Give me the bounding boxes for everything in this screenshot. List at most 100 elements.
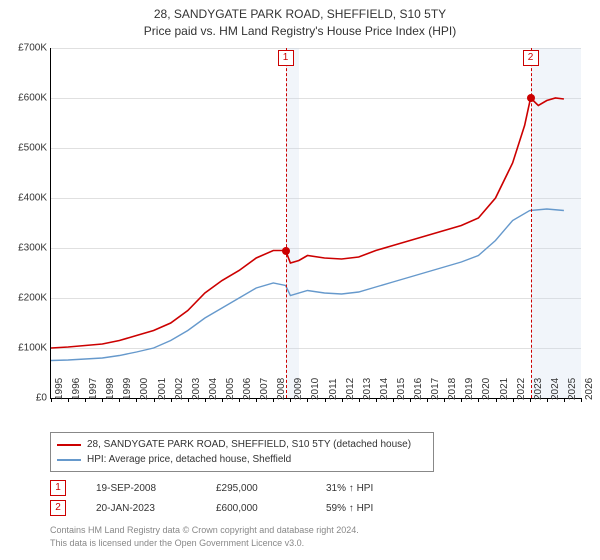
x-tick (136, 398, 137, 402)
x-tick (205, 398, 206, 402)
legend-row: 28, SANDYGATE PARK ROAD, SHEFFIELD, S10 … (57, 437, 427, 452)
x-axis-label: 2012 (345, 378, 356, 400)
x-tick (581, 398, 582, 402)
x-axis-label: 1999 (122, 378, 133, 400)
event-delta: 31% ↑ HPI (326, 483, 406, 494)
event-marker-box: 1 (278, 50, 294, 66)
x-tick (547, 398, 548, 402)
x-axis-label: 2007 (259, 378, 270, 400)
x-axis-label: 1996 (71, 378, 82, 400)
x-tick (496, 398, 497, 402)
x-axis-label: 2002 (174, 378, 185, 400)
event-row: 1 19-SEP-2008 £295,000 31% ↑ HPI (50, 478, 406, 498)
chart-svg (51, 48, 581, 398)
x-axis-label: 2015 (396, 378, 407, 400)
event-date: 20-JAN-2023 (96, 503, 186, 514)
y-axis-label: £400K (18, 193, 47, 204)
x-tick (188, 398, 189, 402)
x-axis-label: 2025 (567, 378, 578, 400)
event-marker-icon: 2 (50, 500, 66, 516)
x-axis-label: 2011 (328, 378, 339, 400)
x-tick (325, 398, 326, 402)
x-tick (427, 398, 428, 402)
x-tick (307, 398, 308, 402)
legend-swatch (57, 459, 81, 461)
x-tick (342, 398, 343, 402)
y-axis-label: £300K (18, 243, 47, 254)
legend-label: 28, SANDYGATE PARK ROAD, SHEFFIELD, S10 … (87, 437, 411, 452)
event-marker-box: 2 (523, 50, 539, 66)
x-axis-label: 1995 (54, 378, 65, 400)
title-block: 28, SANDYGATE PARK ROAD, SHEFFIELD, S10 … (0, 0, 600, 40)
series-line (51, 98, 564, 348)
x-axis-label: 2003 (191, 378, 202, 400)
x-axis-label: 2021 (499, 378, 510, 400)
x-tick (290, 398, 291, 402)
title-line-1: 28, SANDYGATE PARK ROAD, SHEFFIELD, S10 … (0, 6, 600, 23)
y-axis-label: £200K (18, 293, 47, 304)
x-tick (256, 398, 257, 402)
x-tick (478, 398, 479, 402)
y-axis-label: £100K (18, 343, 47, 354)
x-tick (444, 398, 445, 402)
event-date: 19-SEP-2008 (96, 483, 186, 494)
x-axis-label: 2020 (481, 378, 492, 400)
x-tick (393, 398, 394, 402)
x-axis-label: 2009 (293, 378, 304, 400)
chart-container: 28, SANDYGATE PARK ROAD, SHEFFIELD, S10 … (0, 0, 600, 560)
x-axis-label: 2026 (584, 378, 595, 400)
x-tick (222, 398, 223, 402)
chart-area: £0£100K£200K£300K£400K£500K£600K£700K199… (50, 48, 581, 399)
x-tick (530, 398, 531, 402)
legend-box: 28, SANDYGATE PARK ROAD, SHEFFIELD, S10 … (50, 432, 434, 472)
x-tick (273, 398, 274, 402)
event-row: 2 20-JAN-2023 £600,000 59% ↑ HPI (50, 498, 406, 518)
x-axis-label: 2017 (430, 378, 441, 400)
x-axis-label: 2019 (464, 378, 475, 400)
credits-block: Contains HM Land Registry data © Crown c… (50, 524, 359, 549)
credits-line: This data is licensed under the Open Gov… (50, 537, 359, 550)
x-axis-label: 2000 (139, 378, 150, 400)
x-axis-label: 2023 (533, 378, 544, 400)
event-delta: 59% ↑ HPI (326, 503, 406, 514)
x-tick (461, 398, 462, 402)
event-marker-icon: 1 (50, 480, 66, 496)
x-axis-label: 2004 (208, 378, 219, 400)
x-axis-label: 1997 (88, 378, 99, 400)
x-axis-label: 2022 (516, 378, 527, 400)
x-axis-label: 2013 (362, 378, 373, 400)
event-dot-icon (282, 247, 290, 255)
x-axis-label: 2001 (157, 378, 168, 400)
x-axis-label: 2018 (447, 378, 458, 400)
title-line-2: Price paid vs. HM Land Registry's House … (0, 23, 600, 40)
x-tick (51, 398, 52, 402)
x-tick (68, 398, 69, 402)
x-tick (154, 398, 155, 402)
y-axis-label: £0 (36, 393, 47, 404)
x-tick (410, 398, 411, 402)
y-axis-label: £500K (18, 143, 47, 154)
y-axis-label: £700K (18, 43, 47, 54)
x-axis-label: 2010 (310, 378, 321, 400)
event-dot-icon (527, 94, 535, 102)
x-axis-label: 2006 (242, 378, 253, 400)
legend-row: HPI: Average price, detached house, Shef… (57, 452, 427, 467)
x-axis-label: 2016 (413, 378, 424, 400)
x-axis-label: 2024 (550, 378, 561, 400)
x-tick (239, 398, 240, 402)
x-tick (171, 398, 172, 402)
credits-line: Contains HM Land Registry data © Crown c… (50, 524, 359, 537)
x-tick (119, 398, 120, 402)
event-price: £295,000 (216, 483, 296, 494)
legend-swatch (57, 444, 81, 446)
x-axis-label: 2014 (379, 378, 390, 400)
legend-label: HPI: Average price, detached house, Shef… (87, 452, 291, 467)
x-tick (85, 398, 86, 402)
y-axis-label: £600K (18, 93, 47, 104)
x-tick (513, 398, 514, 402)
event-dashed-line (286, 48, 287, 398)
x-axis-label: 2005 (225, 378, 236, 400)
x-tick (359, 398, 360, 402)
event-price: £600,000 (216, 503, 296, 514)
event-table: 1 19-SEP-2008 £295,000 31% ↑ HPI 2 20-JA… (50, 478, 406, 518)
